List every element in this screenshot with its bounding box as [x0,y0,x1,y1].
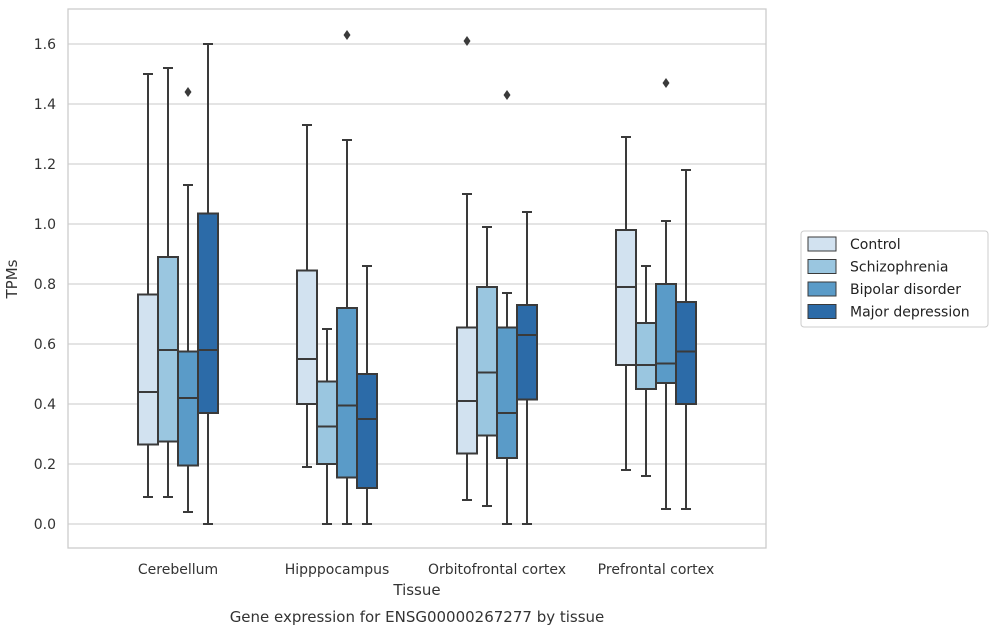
x-axis-title: Tissue [392,581,440,599]
legend-swatch [807,259,837,274]
box-body [476,286,498,437]
box-body [296,269,318,405]
outlier-point [662,78,670,88]
box [296,124,318,468]
box-body [496,326,518,459]
y-axis-title: TPMs [3,259,21,299]
box-body [456,326,478,455]
y-tick-label: 1.4 [34,97,56,113]
outlier-point [343,30,351,40]
box-body [177,350,199,467]
y-tick-label: 0.8 [34,277,56,293]
box-body [675,301,697,405]
legend-item: Schizophrenia [807,259,948,276]
box [356,265,378,525]
box [456,36,478,501]
box-body [655,283,677,384]
y-tick-label: 1.6 [34,37,56,53]
y-tick-label: 1.2 [34,157,56,173]
legend-label: Major depression [850,305,970,321]
series-schizophrenia [157,67,657,525]
y-tick-label: 0.4 [34,397,56,413]
box-body [516,304,538,401]
outlier-point [463,36,471,46]
box-body [197,212,219,414]
box-body [356,373,378,489]
x-tick-label: Orbitofrontal cortex [428,562,566,578]
legend-label: Bipolar disorder [850,282,961,298]
box [177,87,199,513]
y-tick-label: 0.2 [34,457,56,473]
y-tick-label: 1.0 [34,217,56,233]
legend-label: Schizophrenia [850,260,948,276]
legend-item: Bipolar disorder [807,281,961,298]
box-body [635,322,657,390]
x-axis-ticks: Cerebellum Hipppocampus Orbitofrontal cort… [138,562,714,578]
box [516,211,538,525]
legend-swatch [807,304,837,319]
legend-item: Major depression [807,304,970,321]
x-tick-label: Cerebellum [138,562,218,578]
legend: Control Schizophrenia Bipolar disorder Majo… [800,230,989,328]
box [675,169,697,510]
outlier-point [503,90,511,100]
box-series [137,30,697,525]
figure-caption: Gene expression for ENSG00000267277 by t… [230,608,605,626]
box [655,78,677,510]
box [635,265,657,477]
series-control [137,36,637,501]
box-body [137,293,159,446]
legend-swatch [807,236,837,252]
box [496,90,518,525]
legend-swatch [807,281,837,297]
box [197,43,219,525]
legend-frame [800,230,989,328]
box [137,73,159,498]
y-tick-label: 0.6 [34,337,56,353]
y-tick-label: 0.0 [34,517,56,533]
series-bipolar-disorder [177,30,677,525]
legend-item: Control [807,236,901,253]
x-tick-label: Prefrontal cortex [598,562,715,578]
box [316,328,338,525]
box-body [615,229,637,366]
x-tick-label: Hipppocampus [285,562,390,578]
series-major-depression [197,43,697,525]
outlier-point [184,87,192,97]
box [157,67,179,498]
box [615,136,637,471]
legend-label: Control [850,237,901,253]
plot-frame [67,8,767,549]
y-axis-ticks: 0.0 0.2 0.4 0.6 0.8 1.0 1.2 1.4 1.6 [34,37,56,533]
box-body [316,380,338,465]
box-body [336,307,358,479]
